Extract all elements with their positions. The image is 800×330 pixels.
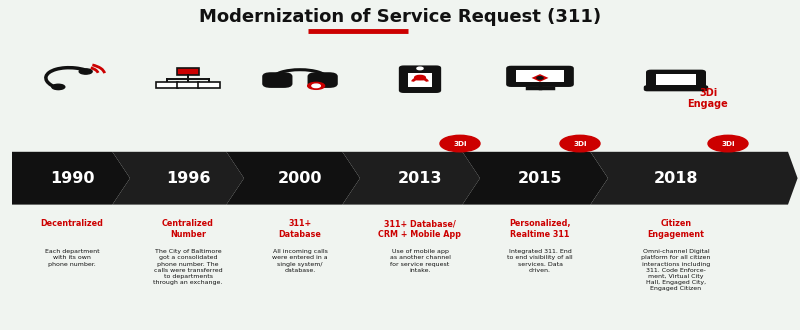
Text: 311+ Database/
CRM + Mobile App: 311+ Database/ CRM + Mobile App [378,219,462,239]
Text: The City of Baltimore
got a consolidated
phone number. The
calls were transferre: The City of Baltimore got a consolidated… [154,249,222,285]
Text: Each department
with its own
phone number.: Each department with its own phone numbe… [45,249,99,267]
Polygon shape [12,152,130,205]
FancyBboxPatch shape [507,67,573,86]
Text: Decentralized: Decentralized [41,219,103,228]
Circle shape [308,82,325,89]
FancyBboxPatch shape [645,86,707,90]
Circle shape [414,75,426,80]
FancyBboxPatch shape [177,68,199,75]
Circle shape [52,84,65,89]
Circle shape [417,67,423,70]
Text: Citizen
Engagement: Citizen Engagement [647,219,705,239]
FancyBboxPatch shape [198,82,220,88]
FancyBboxPatch shape [156,82,178,88]
Text: 3Di: 3Di [454,141,466,147]
Text: 3Di: 3Di [574,141,586,147]
Text: 1996: 1996 [166,171,210,186]
Polygon shape [590,152,798,205]
Text: Omni-channel Digital
platform for all citizen
interactions including
311. Code E: Omni-channel Digital platform for all ci… [642,249,710,291]
FancyBboxPatch shape [263,73,291,87]
Polygon shape [531,74,549,82]
FancyBboxPatch shape [647,71,705,89]
FancyBboxPatch shape [656,74,696,85]
Text: 3Di
Engage: 3Di Engage [688,88,728,109]
Polygon shape [462,152,608,205]
FancyBboxPatch shape [309,73,337,87]
Text: 311+
Database: 311+ Database [278,219,322,239]
FancyBboxPatch shape [408,73,432,87]
Circle shape [440,135,480,152]
Text: 2013: 2013 [398,171,442,186]
Polygon shape [342,152,480,205]
Circle shape [312,84,320,87]
FancyBboxPatch shape [177,82,199,88]
Text: Use of mobile app
as another channel
for service request
intake.: Use of mobile app as another channel for… [390,249,450,273]
Circle shape [708,135,748,152]
FancyBboxPatch shape [400,66,440,92]
Polygon shape [226,152,360,205]
FancyBboxPatch shape [516,70,564,82]
Text: Integrated 311. End
to end visibility of all
services. Data
driven.: Integrated 311. End to end visibility of… [507,249,573,273]
Circle shape [537,77,543,79]
Polygon shape [112,152,244,205]
Text: 3Di: 3Di [722,141,734,147]
Text: 1990: 1990 [50,171,94,186]
Text: 2000: 2000 [278,171,322,186]
Text: Modernization of Service Request (311): Modernization of Service Request (311) [199,8,601,26]
Circle shape [560,135,600,152]
Circle shape [79,69,92,74]
Text: All incoming calls
were entered in a
single system/
database.: All incoming calls were entered in a sin… [272,249,328,273]
Text: Centralized
Number: Centralized Number [162,219,214,239]
Text: 2015: 2015 [518,171,562,186]
Text: 2018: 2018 [654,171,698,186]
Text: Personalized,
Realtime 311: Personalized, Realtime 311 [510,219,570,239]
